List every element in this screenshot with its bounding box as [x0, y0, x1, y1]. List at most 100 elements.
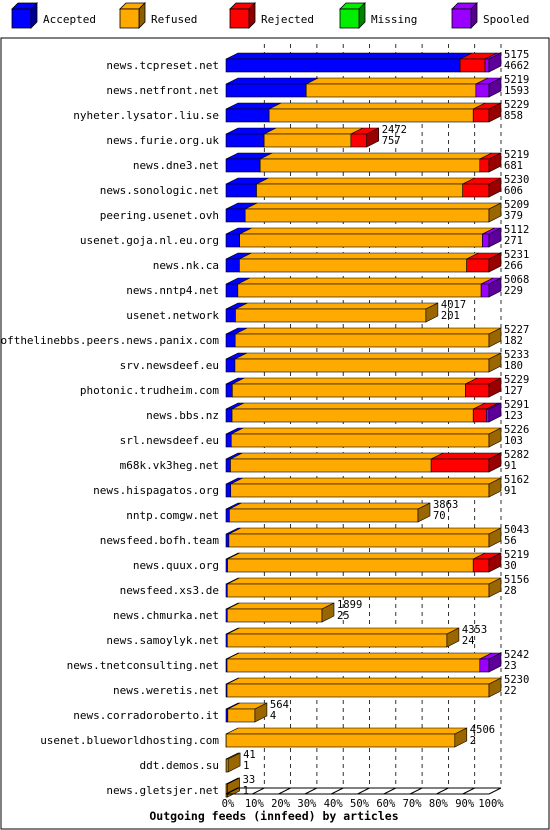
x-tick-label: 40% — [324, 798, 344, 810]
category-label: news.hispagatos.org — [93, 484, 219, 497]
category-label: news.furie.org.uk — [106, 134, 219, 147]
accepted-label: 4662 — [504, 60, 529, 72]
category-label: newsfeed.xs3.de — [120, 584, 219, 597]
bar-top-refused — [228, 527, 502, 535]
total-label: 5209 — [504, 199, 529, 211]
legend-entry-missing: Missing — [339, 2, 417, 29]
bar-row: endofthelinebbs.peers.news.panix.com 5227… — [0, 324, 529, 348]
total-label: 4506 — [470, 724, 495, 736]
category-label: srl.newsdeef.eu — [120, 434, 219, 447]
bar-segment-accepted — [225, 458, 231, 473]
x-tick-label: 30% — [297, 798, 317, 810]
category-label: news.netfront.net — [106, 84, 219, 97]
accepted-label: 271 — [504, 235, 523, 247]
category-label: news.dne3.net — [133, 159, 219, 172]
category-label: news.chmurka.net — [113, 609, 219, 622]
accepted-label: 103 — [504, 435, 523, 447]
total-label: 41 — [243, 749, 256, 761]
total-label: 5230 — [504, 174, 529, 186]
total-label: 5112 — [504, 224, 529, 236]
category-label: news.corradoroberto.it — [73, 709, 219, 722]
bar-side-rejected — [488, 177, 502, 198]
x-tick-label: 100% — [478, 798, 504, 810]
x-tick-label: 10% — [245, 798, 265, 810]
category-label: usenet.blueworldhosting.com — [40, 734, 219, 747]
bar-top-refused — [230, 477, 502, 485]
accepted-label: 28 — [504, 585, 517, 597]
bar-top-refused — [237, 277, 494, 285]
category-label: news.nk.ca — [153, 259, 219, 272]
bar-segment-accepted — [225, 358, 236, 373]
bar-top-refused — [227, 627, 460, 635]
x-tick — [330, 787, 344, 795]
total-label: 5162 — [504, 474, 529, 486]
bar-top-refused — [231, 427, 502, 435]
bar-side-refused — [488, 327, 502, 348]
total-label: 5242 — [504, 649, 529, 661]
bar-side-refused — [488, 527, 502, 548]
total-label: 5219 — [504, 74, 529, 86]
accepted-label: 379 — [504, 210, 523, 222]
category-label: news.quux.org — [133, 559, 219, 572]
bar-segment-accepted — [225, 83, 307, 98]
x-tick-label: 60% — [376, 798, 396, 810]
bar-segment-refused — [231, 408, 474, 423]
category-label: news.weretis.net — [113, 684, 219, 697]
total-label: 4017 — [441, 299, 466, 311]
bar-side-rejected — [366, 127, 380, 148]
bar-segment-spooled — [484, 58, 490, 73]
bar-segment-accepted — [225, 108, 270, 123]
bar-side-refused — [488, 352, 502, 373]
total-label: 3863 — [433, 499, 458, 511]
bar-segment-accepted — [225, 183, 257, 198]
bar-side-rejected — [488, 252, 502, 273]
bar-top-refused — [260, 152, 492, 160]
total-label: 5226 — [504, 424, 529, 436]
accepted-label: 201 — [441, 310, 460, 322]
accepted-label: 182 — [504, 335, 523, 347]
category-label: ddt.demos.su — [140, 759, 219, 772]
accepted-label: 4 — [270, 710, 276, 722]
accepted-label: 127 — [504, 385, 523, 397]
total-label: 564 — [270, 699, 289, 711]
bar-side-refused — [454, 727, 468, 748]
bar-side-refused — [321, 602, 335, 623]
bar-segment-refused — [305, 83, 477, 98]
bar-segment-refused — [228, 533, 490, 548]
bar-top-refused — [245, 202, 502, 210]
total-label: 5175 — [504, 49, 529, 61]
bar-segment-refused — [235, 308, 427, 323]
accepted-label: 22 — [504, 685, 517, 697]
total-label: 2472 — [382, 124, 407, 136]
accepted-label: 1 — [243, 760, 249, 772]
category-label: m68k.vk3heg.net — [120, 459, 219, 472]
category-label: news.tcpreset.net — [106, 59, 219, 72]
total-label: 5043 — [504, 524, 529, 536]
bar-segment-accepted — [225, 258, 240, 273]
bar-top-refused — [231, 402, 486, 410]
bar-segment-spooled — [480, 283, 490, 298]
bar-top-refused — [227, 577, 502, 585]
bar-side-spooled — [488, 277, 502, 298]
bar-segment-rejected — [350, 133, 368, 148]
bar-segment-rejected — [462, 183, 490, 198]
bar-top-refused — [229, 502, 431, 510]
legend-label: Refused — [151, 13, 197, 26]
bar-segment-spooled — [479, 658, 490, 673]
bar-top-refused — [239, 252, 479, 260]
bar-side-refused — [488, 577, 502, 598]
bar-segment-refused — [229, 508, 419, 523]
bar-segment-refused — [259, 158, 481, 173]
